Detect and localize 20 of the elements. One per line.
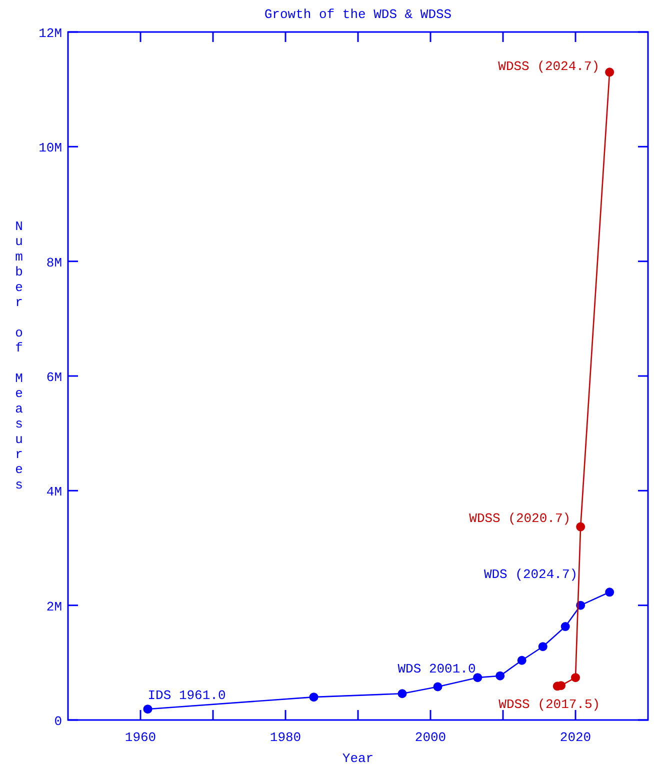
x-tick-label: 2000 [414,730,446,745]
x-tick-label: 2020 [560,730,592,745]
x-tick-label: 1980 [270,730,302,745]
x-tick-label: 1960 [124,730,156,745]
y-tick-label: 2M [46,599,62,614]
y-tick-label: 12M [38,26,62,41]
y-tick-label: 0 [54,714,62,729]
annotation: IDS 1961.0 [148,688,226,704]
annotation: WDS 2001.0 [398,662,476,677]
text: Number of Measures [15,219,23,492]
annotation: WDSS (2024.7) [498,59,600,74]
y-tick-label: 10M [38,140,62,156]
y-tick-label: 6M [46,370,62,385]
y-tick-label: 4M [46,484,62,500]
annotation: WDS (2024.7) [484,567,578,582]
chart-title: Growth of the WDS & WDSS [264,7,452,22]
annotation: WDSS (2020.7) [469,510,571,526]
annotation: WDSS (2017.5) [498,697,600,712]
x-axis-title: Year [342,751,374,766]
y-tick-label: 8M [46,255,62,270]
